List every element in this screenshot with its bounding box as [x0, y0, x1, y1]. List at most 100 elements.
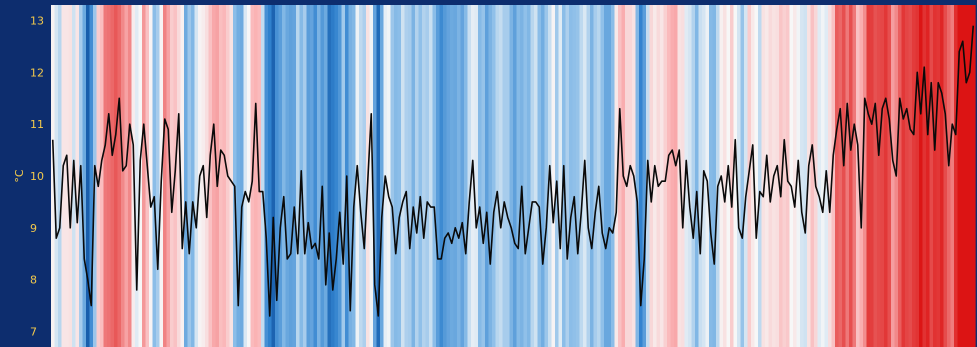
stripe: [285, 5, 290, 347]
stripe: [89, 5, 94, 347]
stripe: [474, 5, 479, 347]
stripe: [544, 5, 549, 347]
stripe: [163, 5, 168, 347]
stripe: [306, 5, 311, 347]
stripe: [873, 5, 878, 347]
stripe: [716, 5, 721, 347]
stripe: [156, 5, 161, 347]
stripe: [502, 5, 507, 347]
stripe: [737, 5, 742, 347]
stripe: [464, 5, 469, 347]
stripe: [390, 5, 395, 347]
stripe: [264, 5, 269, 347]
stripe: [268, 5, 273, 347]
y-tick-label: 8: [30, 274, 37, 287]
stripe: [747, 5, 752, 347]
stripe: [261, 5, 266, 347]
stripe: [691, 5, 696, 347]
stripe: [411, 5, 416, 347]
stripe: [289, 5, 294, 347]
stripe: [800, 5, 805, 347]
stripe: [618, 5, 623, 347]
stripe: [187, 5, 192, 347]
stripe: [898, 5, 903, 347]
stripe: [313, 5, 318, 347]
stripe: [380, 5, 385, 347]
stripe: [369, 5, 374, 347]
stripe: [387, 5, 392, 347]
stripe: [257, 5, 262, 347]
stripe: [695, 5, 700, 347]
stripe: [408, 5, 413, 347]
stripe: [810, 5, 815, 347]
stripe: [523, 5, 528, 347]
stripe: [135, 5, 140, 347]
stripe: [219, 5, 224, 347]
stripe: [58, 5, 63, 347]
stripe: [597, 5, 602, 347]
stripe: [828, 5, 833, 347]
stripe: [394, 5, 399, 347]
stripe: [730, 5, 735, 347]
stripe: [439, 5, 444, 347]
stripe: [761, 5, 766, 347]
stripe: [453, 5, 458, 347]
stripe: [905, 5, 910, 347]
stripe: [954, 5, 959, 347]
stripe: [180, 5, 185, 347]
stripe: [611, 5, 616, 347]
stripe: [660, 5, 665, 347]
stripe: [191, 5, 196, 347]
stripe: [912, 5, 917, 347]
stripe: [740, 5, 745, 347]
stripe: [254, 5, 259, 347]
stripe: [688, 5, 693, 347]
stripe: [149, 5, 154, 347]
stripe: [723, 5, 728, 347]
stripe: [278, 5, 283, 347]
stripe: [422, 5, 427, 347]
stripe: [166, 5, 171, 347]
stripe: [838, 5, 843, 347]
stripe: [436, 5, 441, 347]
stripe: [142, 5, 147, 347]
stripe: [579, 5, 584, 347]
stripe: [376, 5, 381, 347]
stripe: [222, 5, 227, 347]
stripe: [852, 5, 857, 347]
stripe: [404, 5, 409, 347]
stripe: [310, 5, 315, 347]
stripe: [121, 5, 126, 347]
y-tick-label: 7: [30, 326, 37, 339]
stripe: [670, 5, 675, 347]
stripe: [674, 5, 679, 347]
stripe: [968, 5, 973, 347]
stripe: [943, 5, 948, 347]
stripe: [779, 5, 784, 347]
stripe: [397, 5, 402, 347]
stripe: [495, 5, 500, 347]
stripe: [194, 5, 199, 347]
stripe: [341, 5, 346, 347]
stripe: [765, 5, 770, 347]
stripe: [124, 5, 129, 347]
stripe: [845, 5, 850, 347]
stripe: [240, 5, 245, 347]
stripe: [775, 5, 780, 347]
stripe: [425, 5, 430, 347]
stripe: [803, 5, 808, 347]
stripe: [677, 5, 682, 347]
y-tick-label: 10: [30, 170, 44, 183]
stripe: [744, 5, 749, 347]
stripe: [551, 5, 556, 347]
warming-stripes: [51, 5, 976, 347]
y-tick-label: 12: [30, 66, 44, 79]
stripe: [915, 5, 920, 347]
stripe: [709, 5, 714, 347]
stripe: [684, 5, 689, 347]
stripe: [957, 5, 962, 347]
stripe: [152, 5, 157, 347]
stripe: [348, 5, 353, 347]
stripe: [537, 5, 542, 347]
